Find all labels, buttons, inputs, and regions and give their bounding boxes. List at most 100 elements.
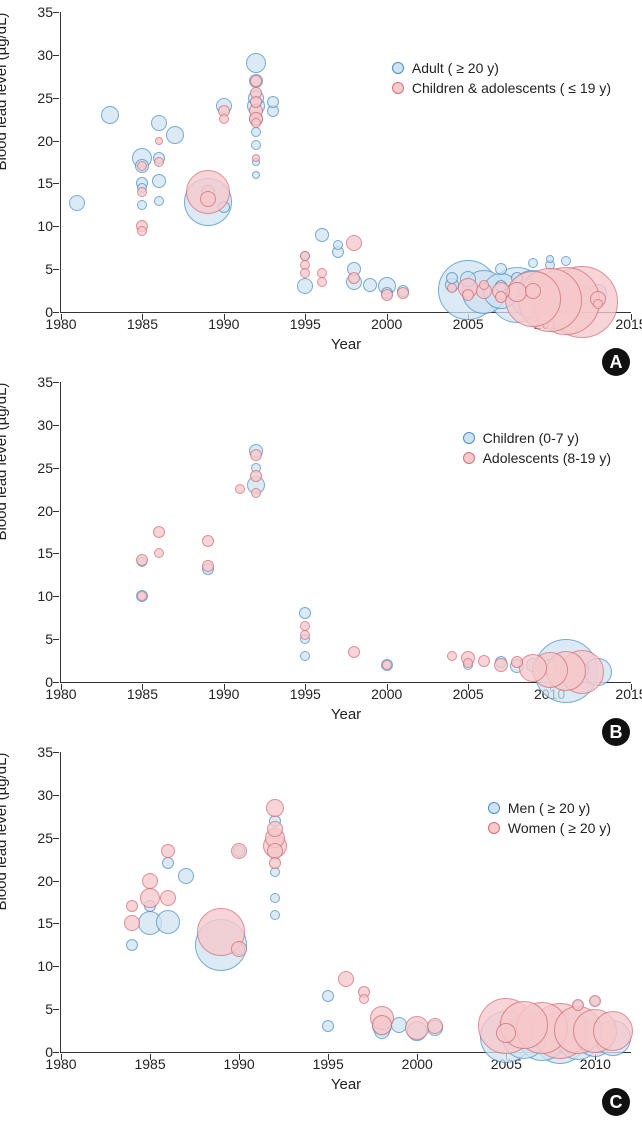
y-tick <box>53 468 59 469</box>
legend-item: Adult ( ≥ 20 y) <box>392 60 611 76</box>
y-tick-label: 30 <box>13 47 53 63</box>
data-point <box>153 526 165 538</box>
y-tick <box>53 752 59 753</box>
y-tick <box>53 682 59 683</box>
y-tick <box>53 639 59 640</box>
x-tick-label: 1995 <box>290 686 321 702</box>
y-tick <box>53 511 59 512</box>
data-point <box>266 799 284 817</box>
data-point <box>495 263 507 275</box>
x-axis-label: Year <box>331 336 361 353</box>
data-point <box>200 191 216 207</box>
x-tick-label: 2000 <box>371 686 402 702</box>
x-tick-label: 1985 <box>127 686 158 702</box>
data-point <box>142 873 158 889</box>
legend-item: Women ( ≥ 20 y) <box>488 820 611 836</box>
data-point <box>322 990 334 1002</box>
y-tick <box>53 98 59 99</box>
data-point <box>178 868 194 884</box>
data-point <box>154 548 164 558</box>
legend-label: Adolescents (8-19 y) <box>483 450 611 466</box>
y-tick <box>53 881 59 882</box>
y-tick <box>53 923 59 924</box>
x-tick-label: 1980 <box>45 686 76 702</box>
legend-swatch <box>488 802 500 814</box>
data-point <box>322 1020 334 1032</box>
y-tick <box>53 1009 59 1010</box>
data-point <box>140 888 160 908</box>
data-point <box>315 228 329 242</box>
legend-item: Adolescents (8-19 y) <box>463 450 611 466</box>
data-point <box>572 999 584 1011</box>
data-point <box>525 283 541 299</box>
data-point <box>382 660 392 670</box>
chart-area: 0510152025303519801985199019952000200520… <box>60 382 631 683</box>
x-axis-label: Year <box>331 1076 361 1093</box>
data-point <box>161 844 175 858</box>
data-point <box>546 255 554 263</box>
data-point <box>231 843 247 859</box>
panels-container: Blood lead level (µg/dL)0510152025303519… <box>12 12 630 1112</box>
legend-label: Children & adolescents ( ≤ 19 y) <box>412 80 611 96</box>
y-tick <box>53 12 59 13</box>
y-tick <box>53 966 59 967</box>
data-point <box>346 235 362 251</box>
data-point <box>246 53 266 73</box>
y-tick-label: 20 <box>13 503 53 519</box>
data-point <box>463 658 473 668</box>
data-point <box>136 554 148 566</box>
y-tick <box>53 425 59 426</box>
panel-B: Blood lead level (µg/dL)0510152025303519… <box>12 382 630 742</box>
y-tick-label: 35 <box>13 744 53 760</box>
y-axis-label: Blood lead level (µg/dL) <box>0 383 10 541</box>
chart-area: 0510152025303519801985199019952000200520… <box>60 12 631 313</box>
y-tick <box>53 183 59 184</box>
y-tick <box>53 382 59 383</box>
data-point <box>126 900 138 912</box>
data-point <box>137 591 147 601</box>
y-tick-label: 10 <box>13 218 53 234</box>
data-point <box>381 289 393 301</box>
data-point <box>519 654 547 682</box>
legend: Adult ( ≥ 20 y) Children & adolescents ( … <box>392 60 611 100</box>
data-point <box>593 299 603 309</box>
legend: Men ( ≥ 20 y)Women ( ≥ 20 y) <box>488 800 611 840</box>
data-point <box>317 277 327 287</box>
y-tick-label: 5 <box>13 631 53 647</box>
data-point <box>300 268 310 278</box>
x-tick-label: 1980 <box>45 1056 76 1072</box>
data-point <box>166 126 184 144</box>
data-point <box>231 941 247 957</box>
y-tick-label: 35 <box>13 374 53 390</box>
panel-label: A <box>602 348 630 376</box>
data-point <box>251 118 261 128</box>
data-point <box>300 651 310 661</box>
data-point <box>137 187 147 197</box>
data-point <box>446 272 458 284</box>
y-tick-label: 15 <box>13 915 53 931</box>
legend-label: Adult ( ≥ 20 y) <box>412 60 499 76</box>
data-point <box>137 226 147 236</box>
data-point <box>156 910 180 934</box>
data-point <box>126 939 138 951</box>
data-point <box>151 115 167 131</box>
x-tick-label: 1980 <box>45 316 76 332</box>
panel-label: C <box>602 1088 630 1116</box>
data-point <box>300 630 310 640</box>
panel-A: Blood lead level (µg/dL)0510152025303519… <box>12 12 630 372</box>
y-tick-label: 35 <box>13 4 53 20</box>
data-point <box>397 287 409 299</box>
y-axis-label: Blood lead level (µg/dL) <box>0 753 10 911</box>
y-tick-label: 20 <box>13 873 53 889</box>
legend-swatch <box>463 452 475 464</box>
data-point <box>333 240 343 250</box>
data-point <box>124 915 140 931</box>
data-point <box>137 161 147 171</box>
y-tick <box>53 55 59 56</box>
data-point <box>269 857 281 869</box>
data-point <box>202 560 214 572</box>
data-point <box>297 278 313 294</box>
data-point <box>270 910 280 920</box>
data-point <box>267 96 279 108</box>
y-tick <box>53 1052 59 1053</box>
